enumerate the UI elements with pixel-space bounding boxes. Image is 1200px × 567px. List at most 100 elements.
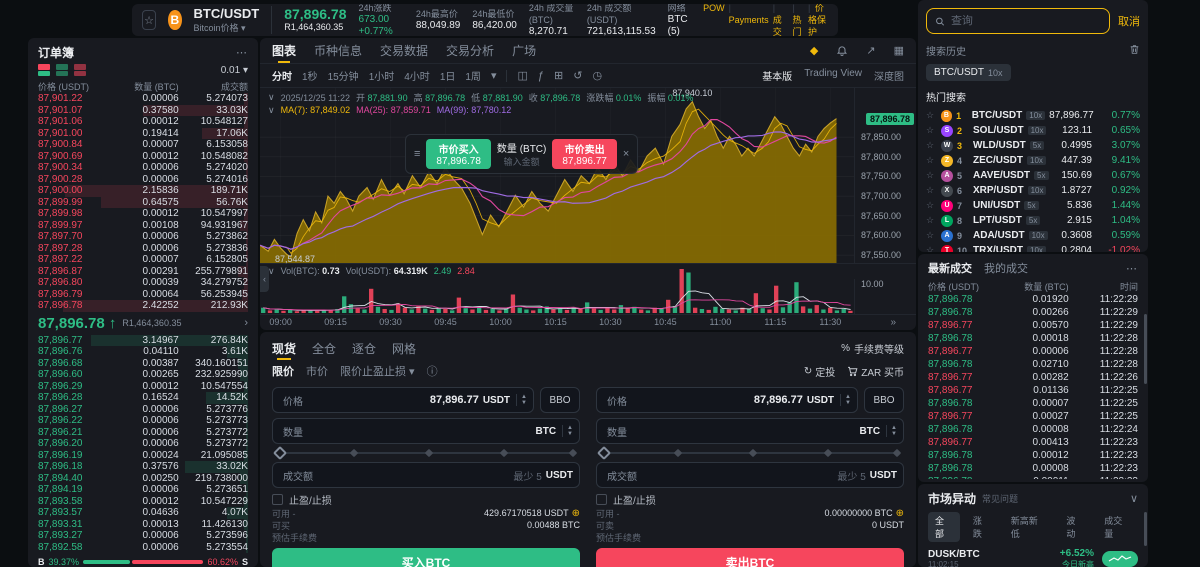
hot-search-item[interactable]: ☆ Z 4 ZEC/USDT 10x 447.39 9.41% [926,153,1140,168]
chart-tab-3[interactable]: 交易数据 [380,44,429,58]
price-stepper[interactable]: ▲ ▼ [516,394,527,406]
buy-price-input[interactable]: 价格 87,896.77 USDT ▲ ▼ [272,387,534,413]
price-chart-pane[interactable]: 87,850.00 87,800.00 87,750.00 87,700.00 87,6… [260,88,916,264]
star-icon[interactable]: ☆ [926,215,935,225]
orderbook-ask-row[interactable]: 87,901.06 0.00012 10.548127 [38,116,248,128]
trades-more-icon[interactable]: ⋯ [1126,262,1138,275]
chart-tab-5[interactable]: 广场 [512,44,537,58]
orderbook-bid-row[interactable]: 87,896.19 0.00024 21.095085 [38,449,248,461]
orderbook-ask-row[interactable]: 87,897.22 0.00007 6.152805 [38,254,248,266]
bell-icon[interactable] [836,45,848,57]
buy-crypto-link[interactable]: ZAR 买币 [847,364,904,379]
movers-filter-5[interactable]: 成交量 [1104,516,1123,539]
orderbook-bid-row[interactable]: 87,896.18 0.37576 33.02K [38,461,248,473]
compare-icon[interactable]: ⊞ [554,70,564,82]
trade-row[interactable]: 87,896.77 0.00027 11:22:25 [928,410,1138,423]
trade-row[interactable]: 87,896.77 0.00413 11:22:23 [928,436,1138,449]
trade-row[interactable]: 87,896.78 0.02710 11:22:28 [928,358,1138,371]
sell-price-input[interactable]: 价格 87,896.77 USDT ▲ ▼ [596,387,858,413]
orderbook-ask-row[interactable]: 87,899.99 0.64575 56.76K [38,196,248,208]
search-box[interactable] [926,8,1110,34]
orderbook-bid-row[interactable]: 87,896.68 0.00387 340.160151 [38,357,248,369]
sell-bbo-button[interactable]: BBO [864,387,904,413]
orderbook-bid-row[interactable]: 87,896.21 0.00006 5.273772 [38,426,248,438]
orderbook-ask-row[interactable]: 87,900.84 0.00007 6.153058 [38,139,248,151]
history-chip[interactable]: BTC/USDT 10x [926,64,1011,81]
trade-row[interactable]: 87,896.78 0.00018 11:22:28 [928,332,1138,345]
orderbook-bid-row[interactable]: 87,894.40 0.00250 219.738000 [38,472,248,484]
orderbook-ask-row[interactable]: 87,900.69 0.00012 10.548082 [38,150,248,162]
timeframe-分时[interactable]: 分时 [272,72,292,83]
chart-tab-4[interactable]: 交易分析 [446,44,495,58]
movers-filter-2[interactable]: 涨跌 [972,516,982,539]
trade-row[interactable]: 87,896.78 0.01920 11:22:29 [928,293,1138,306]
star-icon[interactable]: ☆ [926,245,935,252]
coin-tag-link[interactable]: 热门 [792,4,804,36]
orderbook-bid-row[interactable]: 87,893.58 0.00012 10.547229 [38,495,248,507]
star-icon[interactable]: ☆ [926,200,935,210]
timeframe-dropdown-icon[interactable]: ▾ [490,70,497,82]
timeframe-15分钟[interactable]: 15分钟 [327,72,359,83]
buy-qty-input[interactable]: 数量 BTC ▲ ▼ [272,418,580,444]
timeframe-4小时[interactable]: 4小时 [404,72,430,83]
market-buy-button[interactable]: 市价买入 87,896.78 [426,138,491,169]
deposit-icon[interactable]: ⊕ [895,507,904,519]
view-mode-3[interactable]: 深度图 [874,72,904,83]
buy-submit-button[interactable]: 买入BTC [272,548,580,567]
trade-row[interactable]: 87,896.77 0.01136 11:22:25 [928,384,1138,397]
info-icon[interactable]: ⓘ [426,366,438,378]
orderbook-bid-row[interactable]: 87,896.60 0.00265 232.925990 [38,369,248,381]
orderbook-ask-row[interactable]: 87,901.07 0.37580 33.03K [38,104,248,116]
orderbook-ask-row[interactable]: 87,896.78 2.42252 212.93K [38,300,248,312]
orderbook-bid-row[interactable]: 87,894.19 0.00006 5.273651 [38,484,248,496]
sell-amount-slider[interactable] [596,445,902,461]
slider-handle[interactable] [596,445,612,461]
star-icon[interactable]: ☆ [926,185,935,195]
orderbook-ask-row[interactable]: 87,899.98 0.00012 10.547997 [38,208,248,220]
trade-row[interactable]: 87,896.78 0.00012 11:22:23 [928,449,1138,462]
fee-level-link[interactable]: % 手续费等级 [841,342,904,356]
orderbook-mode-asks-icon[interactable] [74,64,86,76]
coin-tag-link[interactable]: 成交量 [773,4,789,36]
timeframe-1日[interactable]: 1日 [439,72,456,83]
network-value[interactable]: BTC (5) [668,14,692,37]
search-input[interactable] [950,15,1101,27]
qty-stepper[interactable]: ▲ ▼ [562,425,573,437]
orderbook-bid-row[interactable]: 87,893.27 0.00006 5.273596 [38,530,248,542]
form-tab-4[interactable]: 网格 [392,341,417,356]
view-mode-2[interactable]: Trading View [804,68,862,79]
volume-pane[interactable]: ∨ Vol(BTC): 0.73 Vol(USDT): 64.319K 2.49… [260,264,916,314]
view-mode-1[interactable]: 基本版 [762,72,793,83]
trade-row[interactable]: 87,896.77 0.00006 11:22:28 [928,345,1138,358]
orderbook-bid-row[interactable]: 87,893.57 0.04636 4.07K [38,507,248,519]
layout-grid-icon[interactable]: ▦ [893,45,904,57]
orderbook-bid-row[interactable]: 87,896.20 0.00006 5.273772 [38,438,248,450]
coin-tag-link[interactable]: Payments [729,4,769,36]
timer-icon[interactable]: ◷ [592,70,603,82]
panel-collapse-handle[interactable]: ‹ [260,266,269,292]
orderbook-ask-row[interactable]: 87,897.28 0.00006 5.273836 [38,242,248,254]
movers-filter-4[interactable]: 波动 [1066,516,1076,539]
auto-invest-link[interactable]: ↻ 定投 [803,365,836,379]
sell-amount-input[interactable]: 成交额 最少 5 USDT [596,462,904,488]
orderbook-more-icon[interactable]: ⋯ [236,46,248,59]
form-tab-2[interactable]: 全仓 [312,341,337,356]
trade-row[interactable]: 87,896.78 0.00007 11:22:25 [928,397,1138,410]
orderbook-mode-bids-icon[interactable] [56,64,68,76]
orderbook-ask-row[interactable]: 87,900.34 0.00006 5.274020 [38,162,248,174]
collapse-panel-icon[interactable]: ∨ [1129,493,1138,505]
orderbook-ask-row[interactable]: 87,900.00 2.15836 189.71K [38,185,248,197]
coin-tag-link[interactable]: 价格保护 [808,4,828,36]
drag-handle-icon[interactable]: ≡ [414,147,421,160]
orderbook-ask-row[interactable]: 87,901.22 0.00006 5.274073 [38,93,248,105]
orderbook-bid-row[interactable]: 87,896.77 3.14967 276.84K [38,334,248,346]
timeframe-1周[interactable]: 1周 [465,72,481,83]
star-icon[interactable]: ☆ [926,140,935,150]
trade-row[interactable]: 87,896.780.0001111:22:23 [928,475,1138,479]
order-type-1[interactable]: 限价 [272,366,294,378]
movers-filter-1[interactable]: 全部 [928,512,960,542]
orderbook-bid-row[interactable]: 87,896.28 0.16524 14.52K [38,392,248,404]
orderbook-ask-row[interactable]: 87,901.00 0.19414 17.06K [38,127,248,139]
cancel-button[interactable]: 取消 [1118,16,1140,28]
scrollbar[interactable] [1144,314,1147,384]
